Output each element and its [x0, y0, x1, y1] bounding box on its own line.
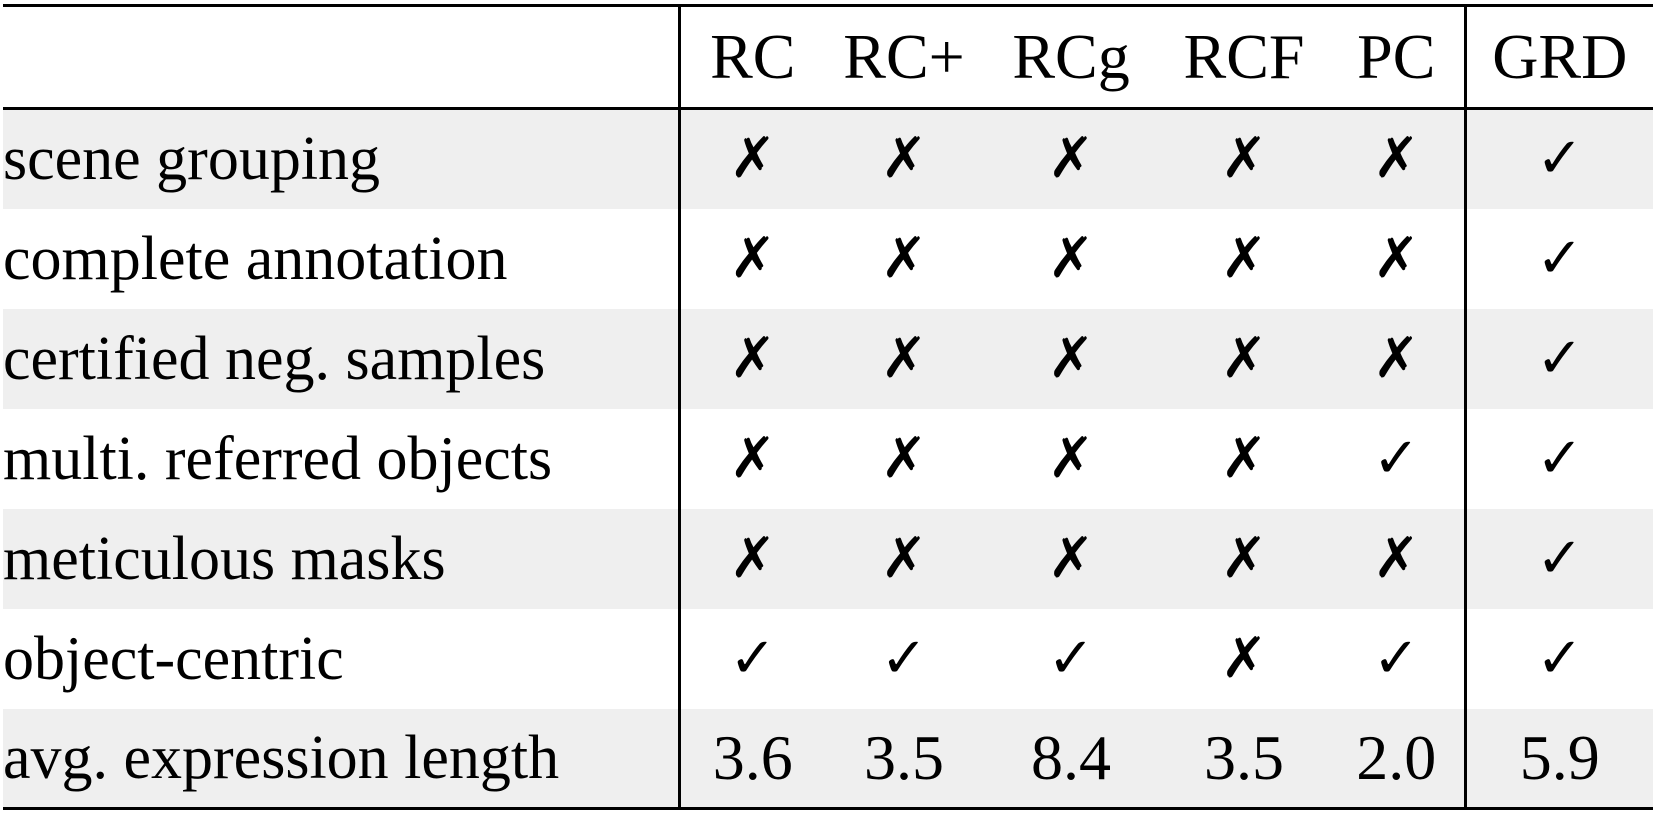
cell-rc: ✗	[729, 225, 777, 291]
table-row: complete annotation ✗ ✗ ✗ ✗ ✗ ✓	[3, 208, 1653, 309]
cell-rcg: ✗	[983, 308, 1159, 409]
cell-rcg: ✗	[983, 108, 1159, 209]
cell-rcf: ✗	[1159, 308, 1329, 409]
row-label: complete annotation	[3, 208, 681, 309]
cell-grd: ✓	[1463, 508, 1653, 609]
cell-grd: ✓	[1463, 408, 1653, 509]
table-row: meticulous masks ✗ ✗ ✗ ✗ ✗ ✓	[3, 508, 1653, 609]
cell-rc-plus: 3.5	[825, 708, 983, 810]
cell-grd: ✓	[1463, 608, 1653, 709]
header-pc: PC	[1329, 4, 1465, 110]
cell-rc-plus: ✗	[825, 308, 983, 409]
table-row: avg. expression length 3.6 3.5 8.4 3.5 2…	[3, 708, 1653, 810]
cell-rc: ✗	[679, 108, 825, 209]
table-row: certified neg. samples ✗ ✗ ✗ ✗ ✗ ✓	[3, 308, 1653, 409]
cell-grd: ✓	[1463, 108, 1653, 209]
cell-grd: 5.9	[1463, 708, 1653, 810]
cell-rcf: ✗	[1220, 425, 1268, 491]
header-rc: RC	[679, 4, 825, 110]
row-label: object-centric	[3, 608, 681, 709]
cell-rc-plus: ✓	[880, 625, 928, 691]
cell-grd: ✓	[1463, 208, 1653, 309]
cell-rc-plus: ✗	[825, 108, 983, 209]
row-label: scene grouping	[3, 108, 681, 209]
cell-rc-plus: ✗	[880, 425, 928, 491]
cell-rc: ✗	[729, 425, 777, 491]
header-row: RC RC+ RCg RCF PC GRD	[3, 4, 1653, 110]
table-row: multi. referred objects ✗ ✗ ✗ ✗ ✓ ✓	[3, 408, 1653, 509]
cell-grd: ✓	[1463, 308, 1653, 409]
row-label: certified neg. samples	[3, 308, 681, 409]
cell-rc-plus: ✗	[825, 508, 983, 609]
header-rcg: RCg	[983, 4, 1159, 110]
cell-rc: ✓	[729, 625, 777, 691]
header-grd: GRD	[1463, 4, 1653, 110]
cell-pc: ✓	[1372, 425, 1420, 491]
cell-pc: ✗	[1329, 108, 1465, 209]
cell-pc: 2.0	[1329, 708, 1465, 810]
cell-rc: 3.6	[679, 708, 825, 810]
cell-rcg: 8.4	[983, 708, 1159, 810]
cell-rc: ✗	[679, 308, 825, 409]
cell-pc: ✓	[1372, 625, 1420, 691]
row-label: avg. expression length	[3, 708, 681, 810]
header-corner	[3, 4, 681, 110]
cell-rcg: ✓	[1047, 625, 1095, 691]
cell-rcf: 3.5	[1159, 708, 1329, 810]
cell-rc-plus: ✗	[880, 225, 928, 291]
header-rcf: RCF	[1159, 4, 1329, 110]
row-label: meticulous masks	[3, 508, 681, 609]
cell-rcf: ✗	[1220, 625, 1268, 691]
row-label: multi. referred objects	[3, 408, 681, 509]
cell-rcf: ✗	[1159, 508, 1329, 609]
cell-rcf: ✗	[1159, 108, 1329, 209]
cell-pc: ✗	[1329, 308, 1465, 409]
cell-pc: ✗	[1372, 225, 1420, 291]
cell-pc: ✗	[1329, 508, 1465, 609]
cell-rcf: ✗	[1220, 225, 1268, 291]
table-row: scene grouping ✗ ✗ ✗ ✗ ✗ ✓	[3, 108, 1653, 209]
cell-rcg: ✗	[1047, 425, 1095, 491]
table-row: object-centric ✓ ✓ ✓ ✗ ✓ ✓	[3, 608, 1653, 709]
dataset-comparison-table: RC RC+ RCg RCF PC GRD scene grouping ✗ ✗…	[3, 4, 1653, 810]
header-rc-plus: RC+	[825, 4, 983, 110]
cell-rcg: ✗	[1047, 225, 1095, 291]
cell-rcg: ✗	[983, 508, 1159, 609]
cell-rc: ✗	[679, 508, 825, 609]
